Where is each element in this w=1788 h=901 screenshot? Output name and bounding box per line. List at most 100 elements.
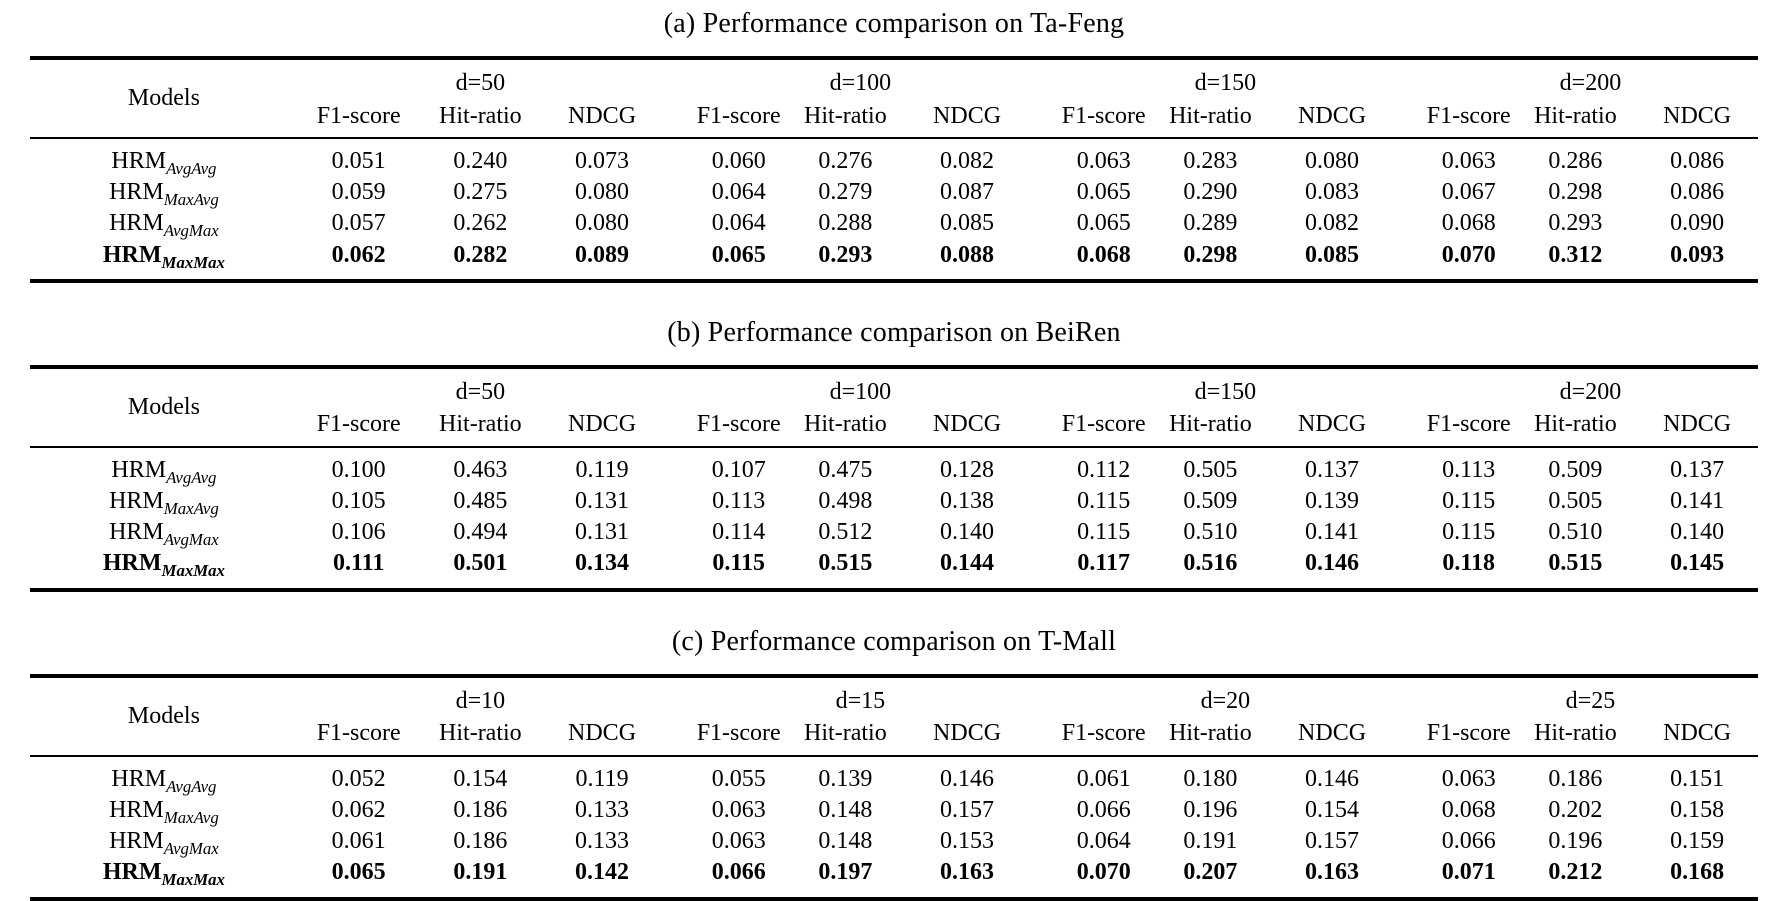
- metric-value: 0.065: [711, 241, 766, 268]
- metric-value: 0.061: [1076, 765, 1131, 792]
- metric-column-header: Hit-ratio: [804, 102, 887, 129]
- metric-value: 0.071: [1441, 859, 1496, 886]
- model-name: HRMMaxAvg: [30, 177, 298, 208]
- model-subscript-label: AvgAvg: [166, 158, 217, 178]
- model-base-label: HRM: [109, 179, 164, 206]
- metric-value: 0.212: [1548, 859, 1603, 886]
- header-group-row: Models d=50 d=100 d=150 d=200: [30, 58, 1758, 111]
- metric-value: 0.202: [1548, 796, 1603, 823]
- metric-column-header: F1-score: [1426, 411, 1511, 438]
- metric-value: 0.068: [1441, 210, 1496, 237]
- metric-column-header: NDCG: [1298, 411, 1367, 438]
- metric-value: 0.063: [1441, 765, 1496, 792]
- metric-column-header: NDCG: [1298, 102, 1367, 129]
- metric-value: 0.312: [1548, 241, 1603, 268]
- metric-value: 0.141: [1670, 487, 1725, 514]
- metric-value: 0.114: [712, 519, 766, 546]
- metric-value: 0.061: [331, 828, 386, 855]
- metric-value: 0.505: [1548, 487, 1603, 514]
- model-base-label: HRM: [109, 519, 164, 546]
- metric-value: 0.063: [711, 796, 766, 823]
- metric-value: 0.131: [575, 519, 630, 546]
- metric-value: 0.105: [331, 487, 386, 514]
- metric-value: 0.070: [1076, 859, 1131, 886]
- model-name: HRMMaxMax: [30, 240, 298, 281]
- metric-value: 0.485: [453, 487, 508, 514]
- table-row: HRMAvgMax 0.106 0.494 0.131 0.114 0.512 0.140 0…: [30, 517, 1758, 548]
- metric-value: 0.106: [331, 519, 386, 546]
- metric-value: 0.115: [712, 550, 766, 577]
- model-subscript-label: MaxMax: [161, 561, 225, 581]
- metric-value: 0.510: [1183, 519, 1238, 546]
- metric-value: 0.083: [1305, 179, 1360, 206]
- metric-value: 0.133: [575, 828, 630, 855]
- metric-value: 0.063: [1441, 147, 1496, 174]
- metric-value: 0.191: [453, 859, 508, 886]
- metric-value: 0.060: [711, 147, 766, 174]
- metric-column-header: NDCG: [568, 411, 637, 438]
- metric-value: 0.207: [1183, 859, 1238, 886]
- metric-value: 0.145: [1670, 550, 1725, 577]
- metric-value: 0.509: [1183, 487, 1238, 514]
- metric-value: 0.064: [1076, 828, 1131, 855]
- dimension-group-header: d=15: [835, 687, 886, 714]
- table-row: HRMAvgAvg 0.052 0.154 0.119 0.055 0.139 0.146 0…: [30, 756, 1758, 795]
- header-metric-row: F1-score Hit-ratio NDCG F1-score Hit-ratio ND…: [30, 408, 1758, 446]
- metric-value: 0.279: [818, 179, 873, 206]
- metric-value: 0.298: [1183, 241, 1238, 268]
- performance-table-ta-feng: Models d=50 d=100 d=150 d=200 F1-score Hit-rat…: [30, 56, 1758, 283]
- metric-value: 0.131: [575, 487, 630, 514]
- table-row: HRMMaxAvg 0.059 0.275 0.080 0.064 0.279 0.087 0…: [30, 177, 1758, 208]
- dimension-group-header: d=100: [829, 70, 892, 97]
- metric-value: 0.196: [1183, 796, 1238, 823]
- table-header: Models d=50 d=100 d=150 d=200 F1-score Hit-rat…: [30, 58, 1758, 138]
- metric-value: 0.073: [575, 147, 630, 174]
- table-row: HRMMaxMax 0.062 0.282 0.089 0.065 0.293 0.088 0…: [30, 240, 1758, 281]
- metric-value: 0.293: [818, 241, 873, 268]
- metric-value: 0.494: [453, 519, 508, 546]
- model-name: HRMAvgMax: [30, 517, 298, 548]
- metric-column-header: F1-score: [1061, 102, 1146, 129]
- metric-column-header: NDCG: [933, 102, 1002, 129]
- metric-column-header: NDCG: [1298, 720, 1367, 747]
- metric-value: 0.138: [940, 487, 995, 514]
- metric-column-header: F1-score: [696, 411, 781, 438]
- metric-value: 0.113: [712, 487, 766, 514]
- dimension-group-header: d=200: [1559, 379, 1622, 406]
- metric-value: 0.119: [575, 765, 629, 792]
- model-base-label: HRM: [109, 828, 164, 855]
- metric-column-header: Hit-ratio: [1169, 720, 1252, 747]
- metric-value: 0.089: [575, 241, 630, 268]
- metric-value: 0.289: [1183, 210, 1238, 237]
- metric-value: 0.082: [940, 147, 995, 174]
- metric-column-header: Hit-ratio: [439, 720, 522, 747]
- table-row: HRMMaxAvg 0.062 0.186 0.133 0.063 0.148 0.157 0…: [30, 795, 1758, 826]
- metric-column-header: Hit-ratio: [1169, 102, 1252, 129]
- metric-value: 0.115: [1442, 487, 1496, 514]
- metric-value: 0.128: [940, 456, 995, 483]
- metric-value: 0.093: [1670, 241, 1725, 268]
- metric-value: 0.066: [1441, 828, 1496, 855]
- dimension-group-header: d=50: [455, 379, 506, 406]
- model-subscript-label: AvgAvg: [166, 467, 217, 487]
- metric-value: 0.515: [1548, 550, 1603, 577]
- model-base-label: HRM: [109, 487, 164, 514]
- metric-value: 0.141: [1305, 519, 1360, 546]
- metric-value: 0.067: [1441, 179, 1496, 206]
- metric-column-header: F1-score: [316, 102, 401, 129]
- performance-table-tmall: Models d=10 d=15 d=20 d=25 F1-score Hit-ratio N…: [30, 673, 1758, 901]
- metric-value: 0.186: [453, 796, 508, 823]
- metric-value: 0.068: [1441, 796, 1496, 823]
- metric-value: 0.197: [818, 859, 873, 886]
- header-metric-row: F1-score Hit-ratio NDCG F1-score Hit-ratio ND…: [30, 100, 1758, 138]
- dimension-group-header: d=10: [455, 687, 506, 714]
- model-name: HRMAvgAvg: [30, 447, 298, 486]
- metric-value: 0.146: [940, 765, 995, 792]
- metric-column-header: F1-score: [316, 720, 401, 747]
- metric-value: 0.290: [1183, 179, 1238, 206]
- subtable-a-ta-feng: (a) Performance comparison on Ta-Feng Mo…: [30, 8, 1758, 283]
- metric-value: 0.057: [331, 210, 386, 237]
- metric-value: 0.085: [1305, 241, 1360, 268]
- metric-value: 0.298: [1548, 179, 1603, 206]
- metric-value: 0.086: [1670, 147, 1725, 174]
